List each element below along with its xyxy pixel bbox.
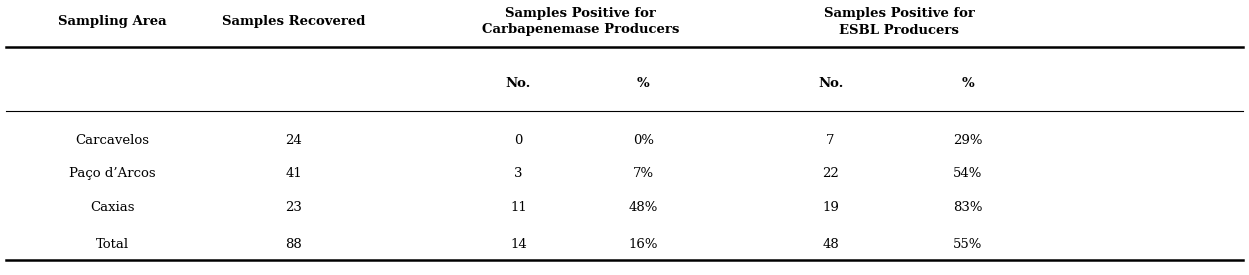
Text: 54%: 54% xyxy=(953,167,983,180)
Text: Caxias: Caxias xyxy=(90,201,135,214)
Text: 19: 19 xyxy=(822,201,839,214)
Text: 0: 0 xyxy=(515,134,522,147)
Text: 48%: 48% xyxy=(628,201,658,214)
Text: 7%: 7% xyxy=(633,167,653,180)
Text: Paço d’Arcos: Paço d’Arcos xyxy=(69,167,156,180)
Text: 83%: 83% xyxy=(953,201,983,214)
Text: 24: 24 xyxy=(285,134,302,147)
Text: 16%: 16% xyxy=(628,238,658,251)
Text: 23: 23 xyxy=(285,201,302,214)
Text: Samples Positive for
ESBL Producers: Samples Positive for ESBL Producers xyxy=(824,7,974,37)
Text: Total: Total xyxy=(96,238,129,251)
Text: 55%: 55% xyxy=(953,238,983,251)
Text: Samples Recovered: Samples Recovered xyxy=(222,15,365,29)
Text: 88: 88 xyxy=(285,238,302,251)
Text: Carcavelos: Carcavelos xyxy=(75,134,150,147)
Text: 14: 14 xyxy=(510,238,527,251)
Text: 29%: 29% xyxy=(953,134,983,147)
Text: No.: No. xyxy=(818,77,843,90)
Text: 41: 41 xyxy=(285,167,302,180)
Text: 3: 3 xyxy=(515,167,522,180)
Text: 7: 7 xyxy=(827,134,834,147)
Text: Sampling Area: Sampling Area xyxy=(59,15,166,29)
Text: 48: 48 xyxy=(822,238,839,251)
Text: No.: No. xyxy=(506,77,531,90)
Text: %: % xyxy=(637,77,649,90)
Text: 22: 22 xyxy=(822,167,839,180)
Text: Samples Positive for
Carbapenemase Producers: Samples Positive for Carbapenemase Produ… xyxy=(482,7,679,37)
Text: %: % xyxy=(962,77,974,90)
Text: 11: 11 xyxy=(510,201,527,214)
Text: 0%: 0% xyxy=(633,134,653,147)
